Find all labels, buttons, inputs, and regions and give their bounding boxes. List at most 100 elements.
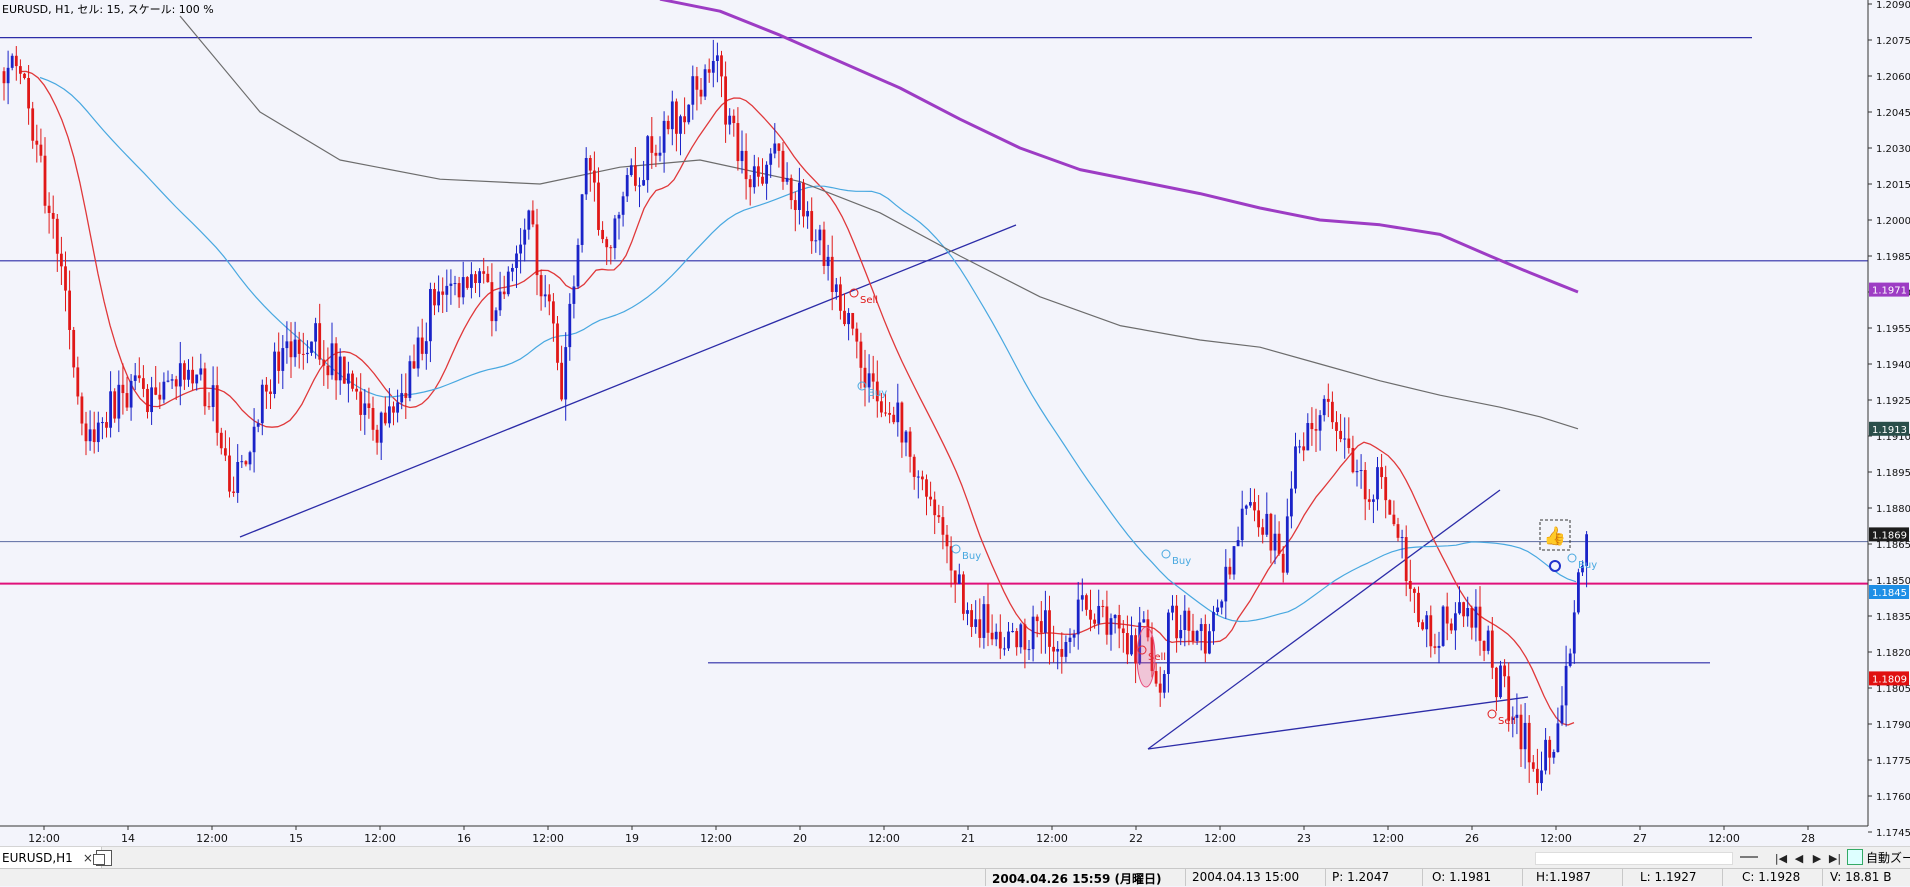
- signal-label: Sell: [860, 295, 878, 306]
- candle-body: [1199, 624, 1203, 632]
- candle-body: [1060, 648, 1064, 657]
- time-tick-label: 12:00: [364, 832, 396, 845]
- candle-body: [1531, 762, 1535, 769]
- candle-body: [863, 367, 867, 388]
- candle-body: [318, 323, 322, 360]
- candle-body: [666, 120, 670, 130]
- candle-body: [1007, 631, 1010, 649]
- candle-body: [728, 115, 732, 125]
- tab-close-icon[interactable]: ×: [82, 851, 93, 865]
- price-tick-label: 1.1775: [1876, 756, 1910, 767]
- auto-zoom-icon[interactable]: [1847, 849, 1863, 865]
- candle-body: [543, 294, 547, 297]
- trend-line[interactable]: [239, 224, 1017, 538]
- candle-body: [1392, 514, 1396, 525]
- candle-body: [133, 375, 137, 381]
- candle-body: [43, 155, 47, 206]
- candle-body: [687, 104, 691, 123]
- candle-body: [367, 403, 371, 409]
- candle-body: [535, 224, 539, 276]
- price-badge-label: 1.1971: [1872, 286, 1907, 297]
- candle-body: [752, 166, 756, 188]
- candle-body: [1072, 634, 1076, 638]
- candle-body: [1478, 606, 1482, 641]
- candle-body: [539, 275, 543, 297]
- candle-body: [72, 329, 76, 368]
- candle-body: [1384, 477, 1388, 501]
- candle-body: [199, 368, 203, 375]
- candle-body: [1540, 770, 1543, 784]
- candle-body: [1388, 500, 1392, 515]
- candle-body: [720, 55, 723, 77]
- candle-body: [23, 73, 26, 79]
- auto-zoom-label[interactable]: 自動ズーム: [1866, 851, 1910, 865]
- thumbs-up-icon: 👍: [1544, 525, 1566, 547]
- price-tick-label: 1.2030: [1876, 144, 1910, 155]
- candle-body: [621, 196, 625, 215]
- candle-body: [191, 369, 194, 384]
- chart-info-label: EURUSD, H1, セル: 15, スケール: 100 %: [2, 3, 214, 16]
- candle-body: [1495, 667, 1498, 698]
- candle-body: [683, 116, 686, 123]
- candle-body: [855, 328, 859, 342]
- candle-body: [60, 253, 63, 267]
- candle-body: [388, 406, 391, 424]
- hand-icon-frame[interactable]: [1539, 519, 1571, 551]
- candle-body: [1523, 722, 1527, 750]
- candle-body: [1105, 606, 1109, 635]
- candle-body: [166, 380, 170, 382]
- trend-line[interactable]: [1147, 696, 1529, 750]
- nav-prev-button[interactable]: ◀: [1794, 851, 1804, 865]
- candle-body: [162, 381, 166, 400]
- price-tick-label: 1.2090: [1876, 0, 1910, 11]
- tab-eurusd-h1[interactable]: EURUSD,H1 ×: [0, 847, 102, 869]
- nav-last-button[interactable]: ▶|: [1828, 851, 1842, 865]
- candle-body: [1175, 605, 1178, 639]
- candle-body: [1499, 665, 1502, 698]
- candle-body: [658, 152, 662, 156]
- status-h: H:1.1987: [1536, 870, 1592, 884]
- nav-first-button[interactable]: |◀: [1774, 851, 1788, 865]
- candle-body: [765, 164, 768, 184]
- candle-body: [195, 374, 199, 384]
- candle-body: [593, 170, 596, 183]
- candle-body: [457, 283, 461, 298]
- candle-body: [818, 229, 822, 241]
- candle-body: [1536, 768, 1539, 784]
- candle-body: [1343, 438, 1347, 440]
- candle-body: [146, 388, 149, 413]
- candle-body: [1564, 665, 1568, 706]
- candle-body: [215, 385, 219, 433]
- candle-body: [55, 218, 59, 254]
- candle-body: [265, 384, 268, 392]
- candle-body: [1142, 619, 1146, 623]
- trend-line[interactable]: [1147, 489, 1501, 750]
- scrollbar-thumb[interactable]: [1740, 856, 1758, 858]
- highlight-ellipse[interactable]: [1136, 626, 1156, 688]
- candle-body: [1400, 537, 1404, 539]
- candle-body: [64, 266, 67, 291]
- candle-body: [301, 353, 305, 355]
- candle-body: [822, 229, 826, 266]
- candle-body: [1441, 606, 1445, 646]
- candle-body: [646, 136, 650, 181]
- candle-body: [1355, 471, 1359, 473]
- candle-body: [511, 267, 514, 272]
- candle-body: [568, 303, 572, 348]
- candle-body: [597, 182, 600, 230]
- candle-body: [433, 288, 436, 306]
- candle-body: [35, 140, 39, 145]
- candle-body: [404, 393, 408, 398]
- candle-body: [576, 244, 580, 287]
- candle-body: [1158, 683, 1162, 693]
- drawings: 👍: [1136, 519, 1571, 688]
- nav-next-button[interactable]: ▶: [1812, 851, 1822, 865]
- candle-body: [736, 123, 740, 162]
- new-window-icon[interactable]: [93, 850, 112, 866]
- candle-body: [1310, 423, 1314, 430]
- time-tick-label: 12:00: [1708, 832, 1740, 845]
- candle-body: [1089, 609, 1092, 620]
- candle-body: [654, 152, 658, 156]
- horizontal-scrollbar[interactable]: [1535, 852, 1733, 865]
